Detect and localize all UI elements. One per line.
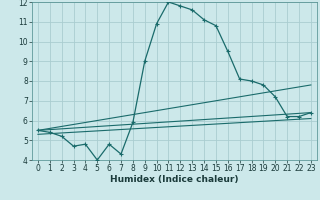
- X-axis label: Humidex (Indice chaleur): Humidex (Indice chaleur): [110, 175, 239, 184]
